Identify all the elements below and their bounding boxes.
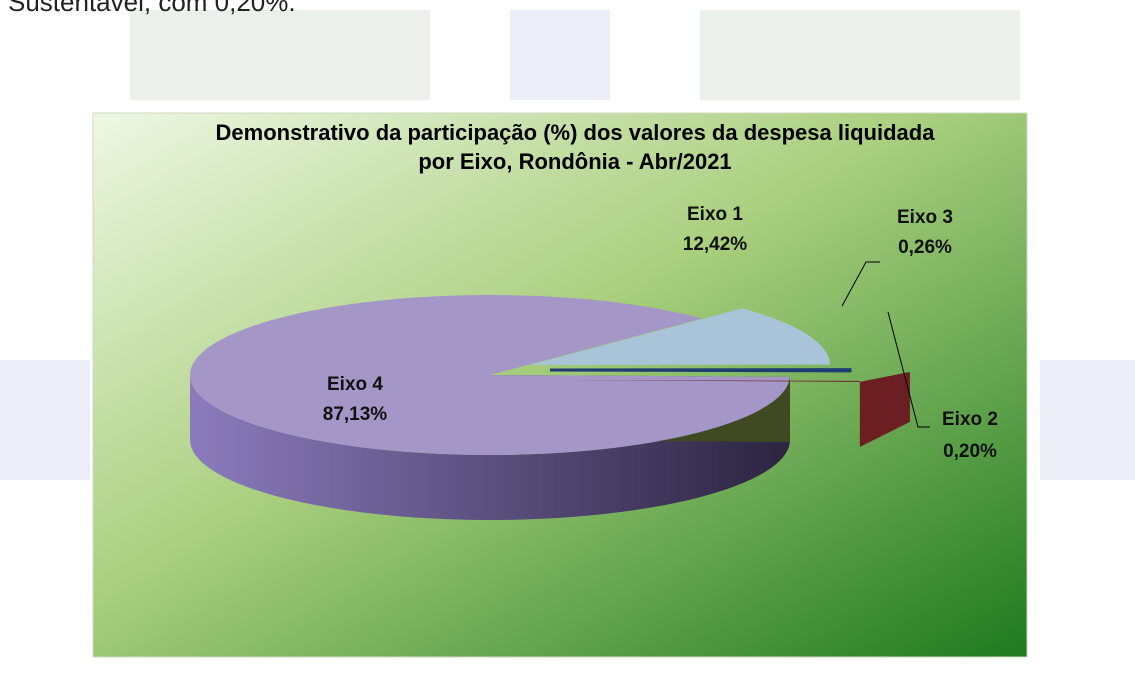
slice-value-label: 87,13% [323,404,388,425]
slice-value-label: 0,20% [943,441,997,462]
chart-title: por Eixo, Rondônia - Abr/2021 [418,149,731,174]
chart-title: Demonstrativo da participação (%) dos va… [216,120,936,145]
slice-value-label: 12,42% [683,234,748,255]
page-text: Sustentável, com 0,20%. [8,0,296,17]
page: Sustentável, com 0,20%. Demonstrativo da… [0,0,1135,693]
slice [550,370,850,371]
slice-value-label: 0,26% [898,237,952,258]
slice-label: Eixo 4 [327,374,383,395]
slice-label: Eixo 3 [897,207,953,228]
slice-label: Eixo 1 [687,204,743,225]
chart: Sustentável, com 0,20%. Demonstrativo da… [0,0,1135,693]
slice-label: Eixo 2 [942,409,998,430]
